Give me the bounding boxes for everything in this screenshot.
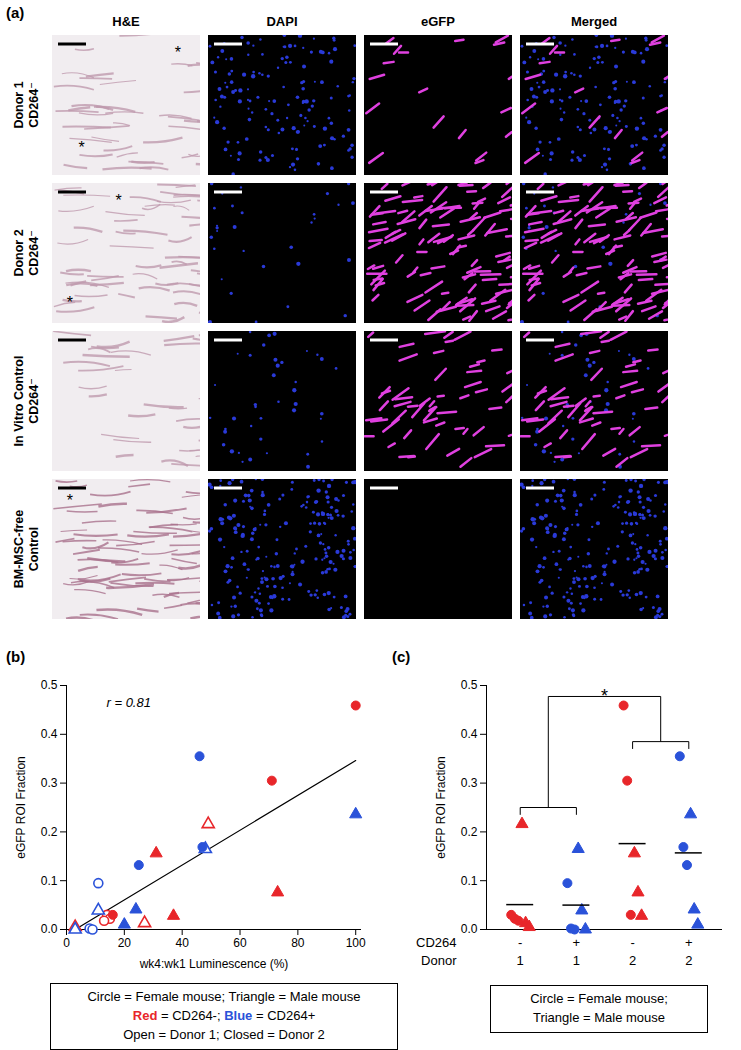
svg-text:*: * (67, 294, 73, 311)
svg-text:0.1: 0.1 (461, 874, 478, 888)
svg-text:In Vitro Control: In Vitro Control (12, 356, 26, 447)
svg-text:-: - (630, 935, 634, 950)
svg-text:+: + (685, 935, 693, 950)
svg-text:0.4: 0.4 (461, 727, 478, 741)
html-text:Red = CD264-; Blue = CD264+: Red = CD264-; Blue = CD264+ (132, 1007, 316, 1023)
svg-text:0.2: 0.2 (461, 825, 478, 839)
svg-text:0.3: 0.3 (461, 776, 478, 790)
svg-text:2: 2 (629, 953, 636, 968)
html-text:Open = Donor 1; Closed = Donor: Open = Donor 1; Closed = Donor 2 (123, 1026, 325, 1042)
svg-text:80: 80 (291, 936, 305, 950)
svg-text:-: - (518, 935, 522, 950)
svg-text:0.0: 0.0 (41, 922, 58, 936)
svg-text:60: 60 (233, 936, 247, 950)
svg-text:+: + (573, 935, 581, 950)
html-text:Circle = Female mouse;: Circle = Female mouse; (530, 991, 668, 1006)
svg-text:Donor 2: Donor 2 (12, 229, 26, 276)
svg-text:eGFP ROI Fraction: eGFP ROI Fraction (14, 756, 28, 858)
svg-text:0.3: 0.3 (41, 776, 58, 790)
svg-text:0.2: 0.2 (41, 825, 58, 839)
svg-text:BM-MSC-free: BM-MSC-free (12, 510, 26, 589)
html-text:(b): (b) (6, 648, 26, 665)
svg-text:*: * (115, 192, 121, 209)
html-text:(c): (c) (392, 648, 411, 665)
svg-text:*: * (601, 686, 608, 706)
svg-text:(a): (a) (6, 4, 24, 21)
svg-text:Donor: Donor (421, 953, 457, 968)
svg-text:CD264⁻: CD264⁻ (27, 82, 41, 128)
svg-text:0: 0 (63, 936, 70, 950)
svg-text:eGFP: eGFP (421, 14, 455, 29)
svg-text:DAPI: DAPI (266, 14, 297, 29)
svg-text:wk4:wk1 Luminescence (%): wk4:wk1 Luminescence (%) (139, 957, 289, 971)
html-text:Circle = Female mouse; Triangl: Circle = Female mouse; Triangle = Male m… (87, 989, 361, 1004)
svg-text:H&E: H&E (112, 14, 140, 29)
svg-text:40: 40 (176, 936, 190, 950)
svg-text:0.1: 0.1 (41, 874, 58, 888)
svg-text:*: * (67, 492, 73, 509)
svg-text:*: * (78, 139, 84, 156)
svg-text:eGFP ROI Fraction: eGFP ROI Fraction (434, 756, 448, 858)
svg-text:1: 1 (517, 953, 524, 968)
svg-text:0.4: 0.4 (41, 727, 58, 741)
svg-text:CD264⁻: CD264⁻ (27, 230, 41, 276)
svg-text:r = 0.81: r = 0.81 (107, 695, 151, 710)
svg-text:*: * (175, 44, 181, 61)
svg-text:Donor 1: Donor 1 (12, 81, 26, 128)
html-text:Triangle = Male mouse: Triangle = Male mouse (532, 1009, 665, 1025)
svg-text:100: 100 (346, 936, 366, 950)
svg-text:Merged: Merged (571, 14, 617, 29)
svg-text:0.0: 0.0 (461, 922, 478, 936)
svg-text:1: 1 (573, 953, 580, 968)
svg-text:0.5: 0.5 (461, 678, 478, 692)
svg-text:CD264: CD264 (416, 935, 456, 950)
svg-text:0.5: 0.5 (41, 678, 58, 692)
svg-text:2: 2 (685, 953, 692, 968)
svg-text:CD264⁻: CD264⁻ (27, 378, 41, 424)
svg-text:Control: Control (27, 527, 41, 571)
svg-text:20: 20 (118, 936, 132, 950)
